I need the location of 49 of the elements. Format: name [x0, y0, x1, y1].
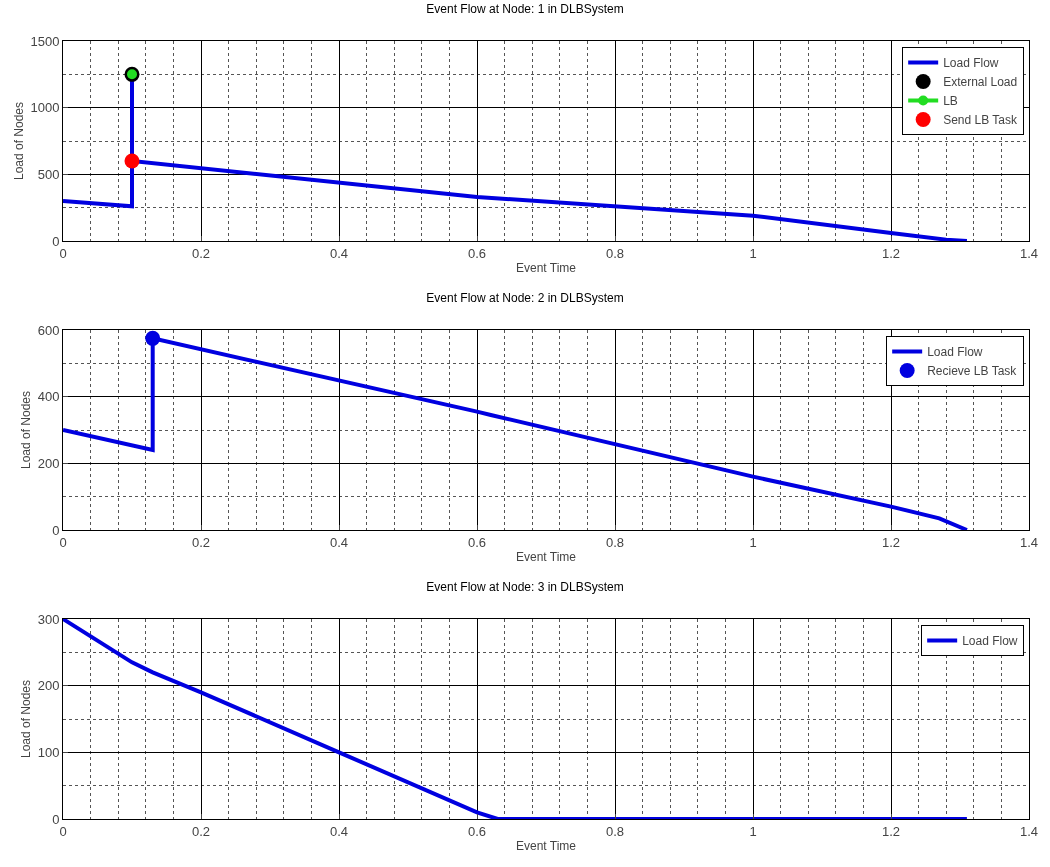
x-axis-title: Event Time: [515, 550, 577, 565]
x-tick-label: 1.2: [881, 245, 901, 261]
legend-label: Recieve LB Task: [927, 364, 1018, 379]
legend-label: External Load: [943, 75, 1018, 90]
y-axis-title: Load of Nodes: [19, 679, 33, 759]
x-tick-label: 0.2: [191, 534, 211, 550]
y-axis-title: Load of Nodes: [19, 390, 33, 470]
x-tick-label: 1: [749, 245, 757, 261]
chart-title: Event Flow at Node: 3 in DLBSystem: [426, 579, 624, 594]
x-tick-label: 0.8: [605, 245, 625, 261]
x-tick-label: 1.4: [1019, 534, 1039, 550]
x-tick-label: 0.4: [329, 245, 349, 261]
y-tick-label: 500: [37, 166, 60, 182]
x-tick-label: 0.2: [191, 823, 211, 839]
legend-label: Load Flow: [943, 56, 999, 71]
x-tick-label: 1.4: [1019, 823, 1039, 839]
x-tick-label: 0.6: [467, 534, 487, 550]
y-tick-label: 200: [37, 455, 60, 471]
x-axis-title: Event Time: [515, 839, 577, 854]
x-tick-label: 1.2: [881, 823, 901, 839]
y-tick-label: 600: [37, 322, 60, 338]
y-tick-label: 300: [37, 611, 60, 627]
y-tick-label: 1500: [30, 33, 60, 49]
x-tick-label: 1: [749, 823, 757, 839]
x-tick-label: 0.8: [605, 534, 625, 550]
chart-title: Event Flow at Node: 1 in DLBSystem: [426, 1, 624, 16]
legend-label: Load Flow: [962, 634, 1018, 649]
x-tick-label: 0.4: [329, 534, 349, 550]
y-axis-title: Load of Nodes: [11, 101, 26, 181]
x-tick-label: 1.2: [881, 534, 901, 550]
y-tick-label: 1000: [30, 100, 60, 116]
legend-label: LB: [943, 94, 958, 109]
legend-label: Send LB Task: [943, 113, 1018, 128]
legend-label: Load Flow: [927, 345, 983, 360]
x-tick-label: 0.6: [467, 245, 487, 261]
y-tick-label: 200: [37, 678, 60, 694]
x-tick-label: 0.6: [467, 823, 487, 839]
x-tick-label: 1: [749, 534, 757, 550]
y-tick-label: 0: [52, 522, 60, 538]
x-tick-label: 0.2: [191, 245, 211, 261]
x-tick-label: 0.8: [605, 823, 625, 839]
y-tick-label: 0: [52, 811, 60, 827]
x-axis-title: Event Time: [515, 261, 577, 276]
chart-title: Event Flow at Node: 2 in DLBSystem: [426, 290, 624, 305]
y-tick-label: 0: [52, 233, 60, 249]
y-tick-label: 100: [37, 744, 60, 760]
y-tick-label: 400: [37, 389, 60, 405]
x-tick-label: 0.4: [329, 823, 349, 839]
x-tick-label: 1.4: [1019, 245, 1039, 261]
